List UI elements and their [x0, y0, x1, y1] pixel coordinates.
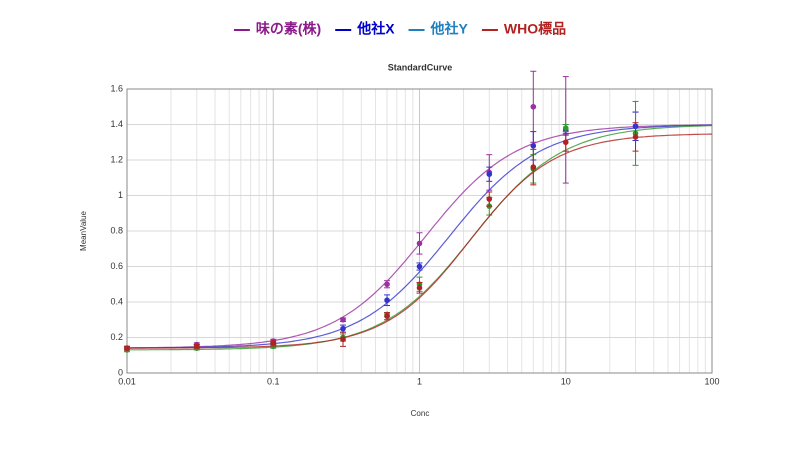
data-point	[270, 340, 277, 346]
y-tick-label: 1.2	[110, 154, 123, 164]
data-point	[486, 171, 493, 177]
data-point	[416, 285, 423, 291]
legend-label: 味の素(株)	[256, 21, 321, 37]
legend-label: 他社X	[356, 21, 395, 37]
x-tick-label: 0.1	[267, 376, 280, 386]
fit-curve	[127, 125, 713, 351]
fit-curve	[127, 133, 712, 349]
data-point	[340, 316, 346, 323]
y-tick-label: 1.6	[110, 83, 123, 93]
data-point	[384, 281, 390, 288]
legend-label: 他社Y	[430, 21, 469, 37]
x-tick-label: 1	[417, 376, 422, 386]
x-tick-label: 10	[561, 376, 571, 386]
data-point	[530, 103, 537, 110]
data-point	[416, 263, 423, 270]
legend-label: WHO標品	[504, 21, 566, 37]
y-tick-label: 0.6	[110, 261, 123, 271]
data-point	[416, 240, 423, 247]
data-point	[384, 297, 390, 304]
chart-title: StandardCurve	[388, 62, 453, 72]
y-tick-label: 0.2	[110, 332, 123, 342]
y-tick-label: 1.4	[110, 119, 123, 129]
data-point	[340, 325, 346, 332]
x-tick-label: 0.01	[118, 376, 136, 386]
data-point	[530, 164, 537, 170]
fit-curve	[127, 124, 712, 349]
data-point	[486, 196, 493, 202]
data-point	[562, 125, 569, 131]
plot-frame	[126, 88, 713, 374]
y-tick-label: 0.4	[110, 296, 123, 306]
legend: 味の素(株) 他社X 他社Y WHO標品	[233, 21, 566, 37]
y-axis-label: MeanValue	[79, 211, 88, 251]
y-tick-label: 0	[118, 367, 123, 377]
data-point	[193, 343, 200, 350]
data-point	[384, 313, 390, 320]
y-tick-label: 1	[118, 190, 123, 200]
data-point	[124, 345, 130, 351]
x-tick-label: 100	[704, 376, 719, 386]
data-point	[562, 139, 569, 146]
data-point	[632, 134, 639, 140]
data-point	[530, 143, 537, 149]
y-tick-label: 0.8	[110, 225, 123, 235]
x-axis-label: Conc	[411, 409, 430, 418]
data-point	[340, 336, 346, 343]
